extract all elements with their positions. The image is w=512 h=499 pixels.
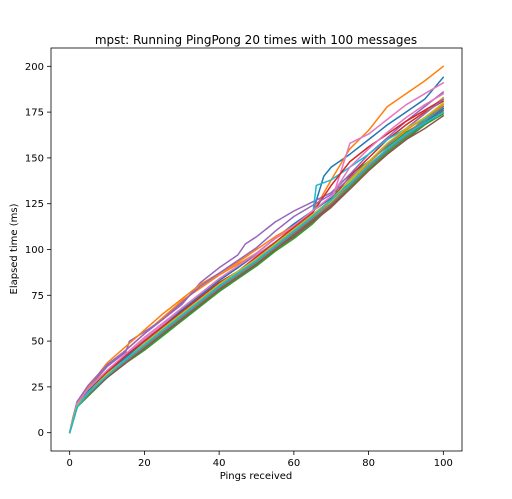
series-line-17 [68, 93, 445, 434]
x-tick-label: 0 [66, 458, 72, 469]
x-tick-label: 20 [138, 458, 151, 469]
y-axis-label: Elapsed time (ms) [9, 203, 20, 294]
y-tick-label: 150 [25, 153, 44, 164]
x-tick-label: 40 [213, 458, 226, 469]
series-group [68, 65, 445, 434]
series-line-19 [68, 102, 445, 434]
chart-title: mpst: Running PingPong 20 times with 100… [95, 33, 417, 47]
y-tick-label: 100 [25, 245, 44, 256]
y-ticks: 0 25 50 75 100 125 150 175 200 [25, 62, 51, 439]
x-tick-label: 60 [287, 458, 300, 469]
y-tick-label: 25 [31, 382, 44, 393]
y-tick-label: 50 [31, 337, 44, 348]
x-tick-label: 80 [362, 458, 375, 469]
x-axis-label: Pings received [220, 471, 293, 482]
y-tick-label: 0 [38, 428, 44, 439]
series-line-20 [68, 111, 445, 434]
x-ticks: 0 20 40 60 80 100 [66, 451, 453, 469]
y-tick-label: 200 [25, 62, 44, 73]
x-tick-label: 100 [434, 458, 453, 469]
y-tick-label: 75 [31, 291, 44, 302]
y-tick-label: 175 [25, 108, 44, 119]
series-line-16 [68, 115, 445, 434]
y-tick-label: 125 [25, 199, 44, 210]
